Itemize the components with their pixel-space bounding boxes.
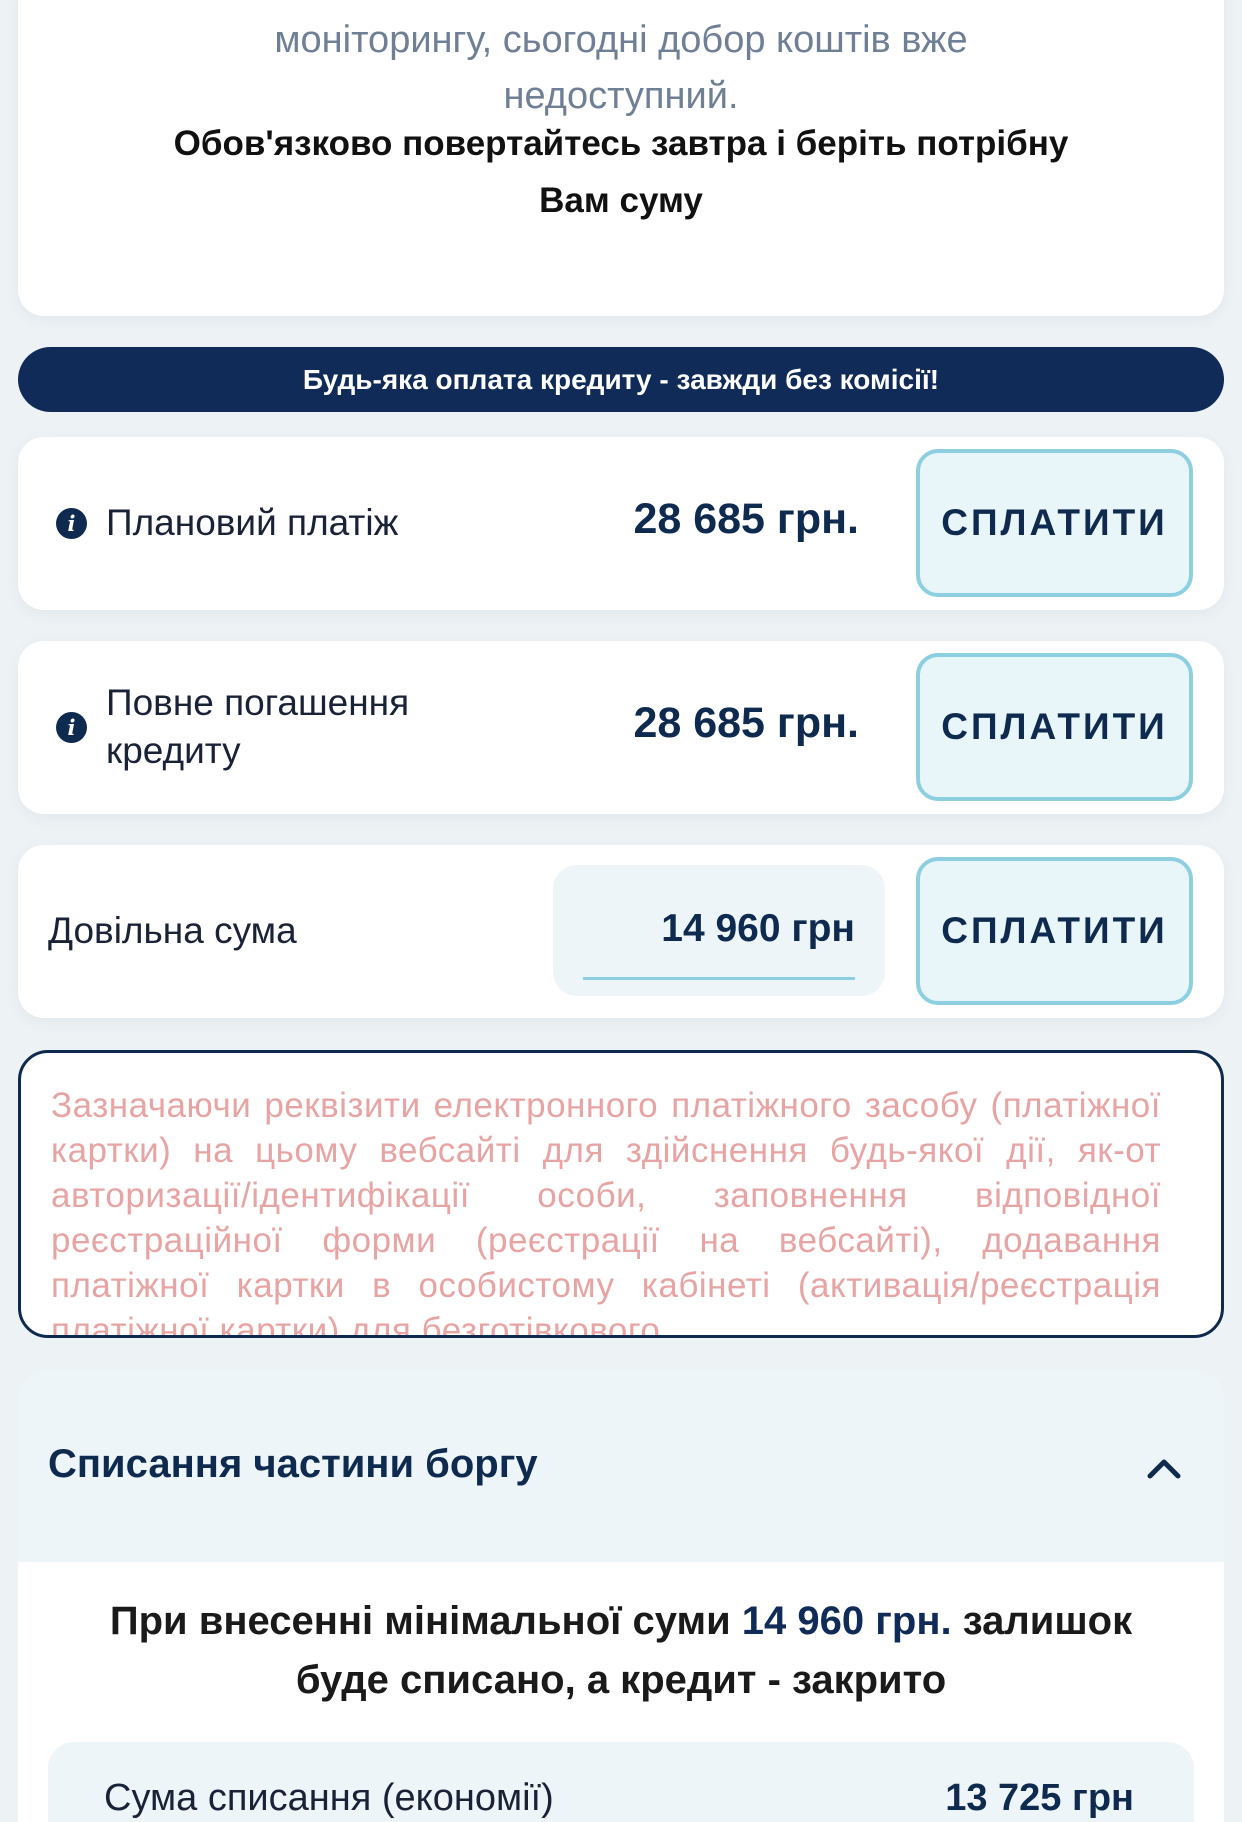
planned-payment-row: i Плановий платіж 28 685 грн. СПЛАТИТИ <box>18 437 1224 610</box>
custom-amount-label: Довільна сума <box>48 910 297 951</box>
savings-value: 13 725 грн <box>945 1777 1134 1819</box>
custom-amount-value[interactable]: 14 960 грн <box>661 907 855 950</box>
custom-amount-row: Довільна сума 14 960 грн СПЛАТИТИ <box>18 845 1224 1018</box>
info-card: моніторингу, сьогодні добор коштів вже н… <box>18 0 1224 316</box>
savings-label: Сума списання (економії) <box>104 1777 554 1819</box>
savings-box: Сума списання (економії) 13 725 грн <box>48 1742 1194 1822</box>
full-repayment-row: i Повне погашення кредиту 28 685 грн. СП… <box>18 641 1224 814</box>
debt-writeoff-accordion: Списання частини боргу При внесенні міні… <box>18 1370 1224 1822</box>
info-icon[interactable]: i <box>56 712 87 743</box>
msg-text: При внесенні мінімальної суми <box>109 1599 742 1643</box>
pay-full-button[interactable]: СПЛАТИТИ <box>916 653 1193 801</box>
planned-payment-label: Плановий платіж <box>106 502 399 543</box>
disclaimer-text: Зазначаючи реквізити електронного платіж… <box>51 1086 1161 1338</box>
pay-custom-button[interactable]: СПЛАТИТИ <box>916 857 1193 1005</box>
planned-payment-amount: 28 685 грн. <box>633 495 859 543</box>
unavailable-text: моніторингу, сьогодні добор коштів вже н… <box>274 19 968 117</box>
pay-planned-button[interactable]: СПЛАТИТИ <box>916 449 1193 597</box>
writeoff-message: При внесенні мінімальної суми 14 960 грн… <box>18 1592 1224 1710</box>
min-amount: 14 960 грн. <box>741 1599 952 1643</box>
full-repayment-amount: 28 685 грн. <box>633 699 859 747</box>
no-commission-banner: Будь-яка оплата кредиту - завжди без ком… <box>18 347 1224 412</box>
card-disclaimer-box[interactable]: Зазначаючи реквізити електронного платіж… <box>18 1050 1224 1338</box>
full-repayment-label: Повне погашення кредиту <box>106 682 410 771</box>
accordion-title: Списання частини боргу <box>48 1442 538 1486</box>
chevron-up-icon[interactable] <box>1144 1448 1184 1488</box>
info-icon[interactable]: i <box>56 508 87 539</box>
msg-text: залишок буде списано, а кредит - закрито <box>295 1599 1133 1702</box>
return-tomorrow-text: Обов'язково повертайтесь завтра і беріть… <box>173 124 1069 220</box>
custom-amount-input[interactable]: 14 960 грн <box>553 865 885 996</box>
input-underline <box>583 977 855 980</box>
accordion-header[interactable]: Списання частини боргу <box>18 1370 1224 1562</box>
